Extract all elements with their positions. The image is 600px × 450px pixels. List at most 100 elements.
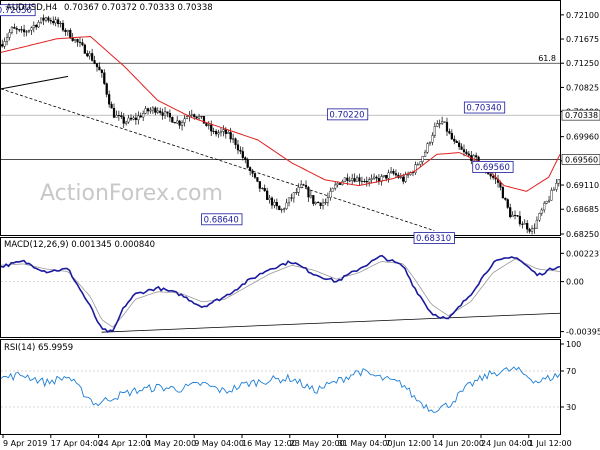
- candle-body: [110, 103, 113, 109]
- callout-box-1: [201, 213, 243, 226]
- candle-body: [100, 69, 103, 73]
- candle-body: [273, 201, 276, 206]
- candle-body: [108, 94, 111, 105]
- candle-body: [319, 202, 322, 207]
- candle-body: [115, 115, 118, 118]
- rsi-tick-label-1: 70: [566, 367, 576, 376]
- candle-body: [64, 29, 67, 32]
- candle-body: [132, 117, 135, 120]
- macd-title: MACD(12,26,9) 0.001345 0.000840: [4, 240, 155, 250]
- candle-body: [550, 190, 553, 201]
- x-tick-label-3: 1 May 20:00: [146, 439, 196, 448]
- candle-body: [268, 197, 271, 200]
- candle-body: [462, 149, 466, 153]
- candle-body: [30, 27, 33, 31]
- candle-body: [180, 122, 184, 126]
- candle-body: [120, 115, 123, 118]
- candle-body: [266, 190, 269, 200]
- rsi-line: [0, 366, 561, 413]
- candle-body: [360, 180, 364, 182]
- candle-body: [224, 129, 227, 134]
- candle-body: [283, 208, 286, 210]
- candle-body: [159, 110, 162, 113]
- callout-box-4: [463, 101, 506, 114]
- candle-body: [91, 53, 94, 61]
- candle-body: [86, 53, 89, 57]
- candle-body: [214, 130, 218, 135]
- candle-body: [103, 72, 106, 84]
- callout-label-2: 0.70220: [329, 110, 364, 120]
- candle-body: [526, 223, 529, 230]
- candle-body: [399, 176, 402, 178]
- candle-body: [404, 174, 407, 182]
- callout-label-1: 0.68640: [204, 215, 239, 225]
- candle-body: [382, 174, 385, 177]
- candle-body: [292, 192, 295, 199]
- candle-body: [190, 114, 193, 116]
- candle-body: [402, 176, 405, 182]
- candle-body: [40, 17, 43, 23]
- candle-body: [448, 131, 451, 134]
- candle-body: [239, 149, 242, 152]
- candle-body: [251, 170, 254, 174]
- candles: [1, 14, 560, 235]
- candle-body: [88, 53, 91, 57]
- callout-box-3: [413, 232, 455, 244]
- candle-body: [200, 116, 203, 118]
- candle-body: [450, 132, 453, 140]
- rsi-tick-label-2: 30: [566, 403, 576, 412]
- candle-body: [156, 110, 159, 113]
- candle-body: [426, 143, 429, 153]
- candle-body: [210, 124, 213, 132]
- candle-body: [492, 175, 495, 178]
- candle-body: [8, 32, 11, 38]
- candle-body: [74, 39, 77, 41]
- candle-body: [166, 111, 169, 114]
- x-tick-label-11: 1 Jul 12:00: [529, 439, 572, 448]
- x-tick-label-7: 31 May 04:00: [338, 439, 393, 448]
- descending-trend-line: [0, 88, 435, 231]
- candle-body: [518, 215, 521, 225]
- candle-body: [57, 19, 60, 25]
- candle-body: [207, 124, 210, 126]
- upper-trend-line: [0, 75, 69, 90]
- candle-body: [117, 115, 120, 117]
- candle-body: [219, 131, 223, 133]
- candle-body: [185, 116, 189, 120]
- price-tick-label-7: 0.69110: [566, 181, 599, 190]
- candle-body: [137, 115, 140, 120]
- candle-body: [234, 138, 237, 145]
- candle-body: [163, 111, 167, 116]
- candle-body: [458, 142, 461, 147]
- x-tick-label-8: 7 Jun 12:00: [385, 439, 431, 448]
- candle-body: [76, 39, 79, 43]
- candle-body: [244, 157, 247, 160]
- candle-body: [557, 179, 560, 184]
- candle-body: [334, 184, 337, 189]
- candle-body: [321, 202, 325, 207]
- candle-body: [217, 132, 220, 135]
- candle-body: [368, 179, 371, 183]
- candle-body: [151, 107, 155, 111]
- candle-body: [42, 17, 45, 21]
- candle-body: [317, 202, 320, 204]
- fib-level-label: 61.8: [538, 54, 556, 63]
- candle-body: [15, 28, 18, 30]
- callout-label-4: 0.70340: [466, 104, 501, 114]
- candle-body: [523, 223, 526, 225]
- candle-body: [375, 176, 378, 179]
- x-tick-label-9: 14 Jun 20:00: [433, 439, 484, 448]
- candle-body: [261, 187, 264, 189]
- candle-body: [44, 17, 48, 21]
- candle-body: [314, 202, 317, 204]
- candle-body: [358, 177, 361, 182]
- macd-trend-line: [101, 312, 561, 333]
- candle-body: [385, 174, 388, 179]
- candle-body: [256, 177, 259, 182]
- candle-body: [465, 151, 468, 155]
- moving-average-line: [0, 35, 561, 192]
- candle-body: [326, 197, 329, 203]
- candle-body: [1, 44, 4, 47]
- candle-body: [445, 121, 449, 132]
